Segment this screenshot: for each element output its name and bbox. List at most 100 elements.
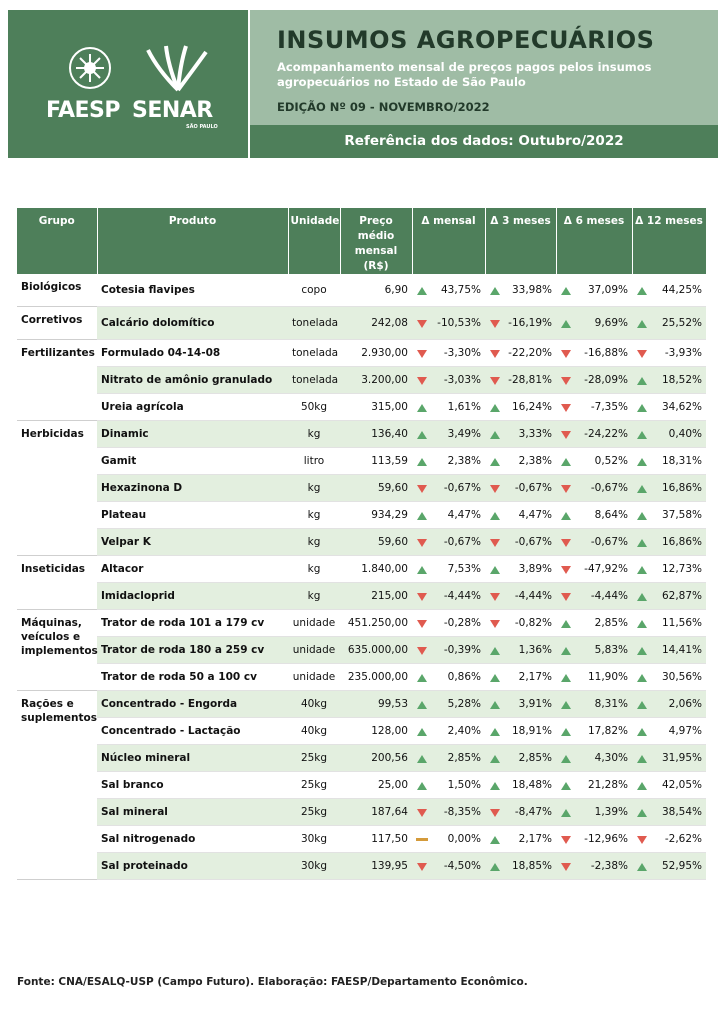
product-cell: Concentrado - Lactação xyxy=(97,717,288,745)
product-cell: Nitrato de amônio granulado xyxy=(97,366,288,394)
change-cell: 43,75% xyxy=(412,274,485,307)
trend-icon xyxy=(561,458,571,466)
change-value: 2,85% xyxy=(447,752,481,764)
trend-icon xyxy=(417,287,427,295)
unit-cell: copo xyxy=(288,274,340,307)
change-cell: 62,87% xyxy=(632,582,706,610)
table-row: Nitrato de amônio granulado tonelada 3.200… xyxy=(17,366,706,394)
table-row: Concentrado - Lactação 40kg 128,00 2,40% 18,… xyxy=(17,717,706,745)
unit-cell: kg xyxy=(288,420,340,448)
change-cell: -2,38% xyxy=(556,852,632,880)
change-value: 1,36% xyxy=(518,644,552,656)
trend-icon xyxy=(637,647,647,655)
change-value: 4,47% xyxy=(518,509,552,521)
trend-icon xyxy=(417,647,427,655)
trend-icon xyxy=(561,647,571,655)
change-value: 16,86% xyxy=(661,536,702,548)
change-cell: 0,52% xyxy=(556,447,632,475)
change-cell: -0,82% xyxy=(485,609,556,637)
change-value: 5,83% xyxy=(594,644,628,656)
change-value: -0,39% xyxy=(443,644,481,656)
table-row: Sal nitrogenado 30kg 117,50 0,00% 2,17% -12,9… xyxy=(17,825,706,853)
trend-icon xyxy=(561,539,571,547)
change-value: 0,40% xyxy=(668,428,702,440)
change-cell: -4,44% xyxy=(485,582,556,610)
unit-cell: kg xyxy=(288,555,340,583)
trend-icon xyxy=(637,701,647,709)
change-cell: 2,85% xyxy=(412,744,485,772)
trend-icon xyxy=(561,674,571,682)
trend-icon xyxy=(561,593,571,601)
trend-icon xyxy=(417,782,427,790)
change-value: 42,05% xyxy=(661,779,702,791)
product-cell: Ureia agrícola xyxy=(97,393,288,421)
trend-icon xyxy=(637,863,647,871)
trend-icon xyxy=(561,350,571,358)
trend-icon xyxy=(637,809,647,817)
change-cell: 0,40% xyxy=(632,420,706,448)
unit-cell: 25kg xyxy=(288,798,340,826)
table-row: Trator de roda 180 a 259 cv unidade 635.00… xyxy=(17,636,706,664)
change-value: 18,31% xyxy=(661,455,702,467)
trend-icon xyxy=(417,809,427,817)
change-cell: 3,89% xyxy=(485,555,556,583)
product-cell: Velpar K xyxy=(97,528,288,556)
change-value: 25,52% xyxy=(661,317,702,329)
change-value: 34,62% xyxy=(661,401,702,413)
change-value: -3,93% xyxy=(664,347,702,359)
change-value: 18,85% xyxy=(511,860,552,872)
change-cell: -0,67% xyxy=(485,474,556,502)
change-value: -28,81% xyxy=(508,374,552,386)
change-cell: 4,47% xyxy=(485,501,556,529)
column-header-text: Δ mensal xyxy=(421,215,476,227)
trend-icon xyxy=(417,728,427,736)
trend-icon xyxy=(417,593,427,601)
change-cell: -0,39% xyxy=(412,636,485,664)
change-value: -47,92% xyxy=(584,563,628,575)
product-cell: Formulado 04-14-08 xyxy=(97,339,288,367)
change-cell: 1,50% xyxy=(412,771,485,799)
table-row: Inseticidas Altacor kg 1.840,00 7,53% 3,89% -4… xyxy=(17,555,706,610)
change-cell: 11,90% xyxy=(556,663,632,691)
logo-text: SENAR xyxy=(132,98,213,123)
trend-icon xyxy=(490,755,500,763)
trend-icon xyxy=(561,728,571,736)
price-cell: 59,60 xyxy=(340,528,412,556)
change-cell: 1,39% xyxy=(556,798,632,826)
change-cell: -0,67% xyxy=(412,474,485,502)
change-value: -0,67% xyxy=(514,536,552,548)
change-cell: 2,38% xyxy=(412,447,485,475)
change-cell: -0,67% xyxy=(556,474,632,502)
change-cell: 4,97% xyxy=(632,717,706,745)
change-value: 2,85% xyxy=(518,752,552,764)
change-cell: 18,85% xyxy=(485,852,556,880)
column-header: Preço médio mensal (R$) xyxy=(340,208,413,274)
change-value: 18,91% xyxy=(511,725,552,737)
price-cell: 315,00 xyxy=(340,393,412,421)
trend-icon xyxy=(490,620,500,628)
unit-cell: unidade xyxy=(288,636,340,664)
column-header: Produto xyxy=(97,208,289,274)
table-row: Corretivos Calcário dolomítico tonelada 242… xyxy=(17,306,706,340)
change-value: 31,95% xyxy=(661,752,702,764)
change-value: -2,38% xyxy=(590,860,628,872)
change-cell: 44,25% xyxy=(632,274,706,307)
change-value: -16,88% xyxy=(584,347,628,359)
trend-icon xyxy=(561,377,571,385)
change-value: 11,56% xyxy=(661,617,702,629)
change-value: 1,50% xyxy=(447,779,481,791)
price-cell: 187,64 xyxy=(340,798,412,826)
change-value: 1,39% xyxy=(594,806,628,818)
table-row: Sal branco 25kg 25,00 1,50% 18,48% 21,28% 42,0… xyxy=(17,771,706,799)
change-cell: 4,30% xyxy=(556,744,632,772)
change-cell: -28,81% xyxy=(485,366,556,394)
change-cell: -16,88% xyxy=(556,339,632,367)
trend-icon xyxy=(561,287,571,295)
column-header-text: Preço médio mensal (R$) xyxy=(354,215,398,272)
trend-icon xyxy=(417,404,427,412)
change-value: 4,30% xyxy=(594,752,628,764)
change-cell: 4,47% xyxy=(412,501,485,529)
change-cell: 34,62% xyxy=(632,393,706,421)
trend-icon xyxy=(637,674,647,682)
